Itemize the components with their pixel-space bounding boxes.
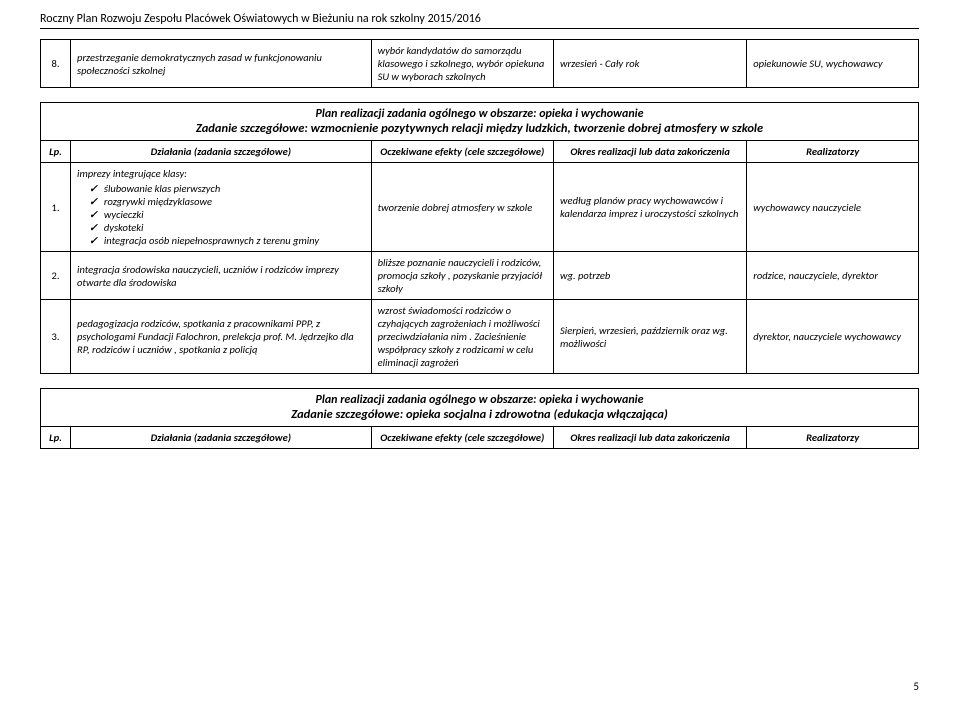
action-cell: przestrzeganie demokratycznych zasad w f… bbox=[71, 40, 372, 88]
header-lp: Lp. bbox=[41, 141, 71, 163]
row-number: 2. bbox=[41, 252, 71, 300]
period-cell: według planów pracy wychowawców i kalend… bbox=[554, 163, 747, 252]
realizers-cell: opiekunowie SU, wychowawcy bbox=[747, 40, 919, 88]
period-cell: Sierpień, wrzesień, październik oraz wg.… bbox=[554, 300, 747, 374]
effect-cell: bliższe poznanie nauczycieli i rodziców,… bbox=[371, 252, 553, 300]
section1-heading2: Zadanie szczegółowe: wzmocnienie pozytyw… bbox=[45, 121, 914, 136]
header-action: Działania (zadania szczegółowe) bbox=[71, 141, 372, 163]
header-effect: Oczekiwane efekty (cele szczegółowe) bbox=[371, 427, 553, 449]
row-number: 8. bbox=[41, 40, 71, 88]
section2-table: Plan realizacji zadania ogólnego w obsza… bbox=[40, 388, 919, 449]
list-item: wycieczki bbox=[89, 208, 365, 221]
period-cell: wrzesień - Cały rok bbox=[554, 40, 747, 88]
list-item: ślubowanie klas pierwszych bbox=[89, 182, 365, 195]
section1-heading1: Plan realizacji zadania ogólnego w obsza… bbox=[45, 107, 914, 121]
period-cell: wg. potrzeb bbox=[554, 252, 747, 300]
header-realizers: Realizatorzy bbox=[747, 427, 919, 449]
list-item: rozgrywki międzyklasowe bbox=[89, 195, 365, 208]
top-table: 8. przestrzeganie demokratycznych zasad … bbox=[40, 39, 919, 88]
section-heading-row: Plan realizacji zadania ogólnego w obsza… bbox=[41, 389, 919, 427]
title-underline bbox=[40, 28, 919, 29]
action-cell: integracja środowiska nauczycieli, uczni… bbox=[71, 252, 372, 300]
action-list: ślubowanie klas pierwszych rozgrywki mię… bbox=[77, 182, 365, 247]
section2-heading2: Zadanie szczegółowe: opieka socjalna i z… bbox=[45, 407, 914, 422]
list-item: dyskoteki bbox=[89, 221, 365, 234]
header-realizers: Realizatorzy bbox=[747, 141, 919, 163]
table-row: 3. pedagogizacja rodziców, spotkania z p… bbox=[41, 300, 919, 374]
header-period: Okres realizacji lub data zakończenia bbox=[554, 141, 747, 163]
page-number: 5 bbox=[913, 680, 919, 693]
doc-title: Roczny Plan Rozwoju Zespołu Placówek Ośw… bbox=[40, 12, 919, 26]
action-cell: imprezy integrujące klasy: ślubowanie kl… bbox=[71, 163, 372, 252]
section-heading-row: Plan realizacji zadania ogólnego w obsza… bbox=[41, 103, 919, 141]
realizers-cell: wychowawcy nauczyciele bbox=[747, 163, 919, 252]
row-number: 3. bbox=[41, 300, 71, 374]
action-lead: imprezy integrujące klasy: bbox=[77, 167, 187, 180]
header-action: Działania (zadania szczegółowe) bbox=[71, 427, 372, 449]
header-effect: Oczekiwane efekty (cele szczegółowe) bbox=[371, 141, 553, 163]
section1-table: Plan realizacji zadania ogólnego w obsza… bbox=[40, 102, 919, 374]
header-row: Lp. Działania (zadania szczegółowe) Ocze… bbox=[41, 427, 919, 449]
table-row: 2. integracja środowiska nauczycieli, uc… bbox=[41, 252, 919, 300]
effect-cell: tworzenie dobrej atmosfery w szkole bbox=[371, 163, 553, 252]
realizers-cell: dyrektor, nauczyciele wychowawcy bbox=[747, 300, 919, 374]
header-lp: Lp. bbox=[41, 427, 71, 449]
effect-cell: wybór kandydatów do samorządu klasowego … bbox=[371, 40, 553, 88]
effect-cell: wzrost świadomości rodziców o czyhającyc… bbox=[371, 300, 553, 374]
header-row: Lp. Działania (zadania szczegółowe) Ocze… bbox=[41, 141, 919, 163]
table-row: 1. imprezy integrujące klasy: ślubowanie… bbox=[41, 163, 919, 252]
row-number: 1. bbox=[41, 163, 71, 252]
realizers-cell: rodzice, nauczyciele, dyrektor bbox=[747, 252, 919, 300]
section2-heading1: Plan realizacji zadania ogólnego w obsza… bbox=[45, 393, 914, 407]
table-row: 8. przestrzeganie demokratycznych zasad … bbox=[41, 40, 919, 88]
list-item: integracja osób niepełnosprawnych z tere… bbox=[89, 234, 365, 247]
action-cell: pedagogizacja rodziców, spotkania z prac… bbox=[71, 300, 372, 374]
header-period: Okres realizacji lub data zakończenia bbox=[554, 427, 747, 449]
